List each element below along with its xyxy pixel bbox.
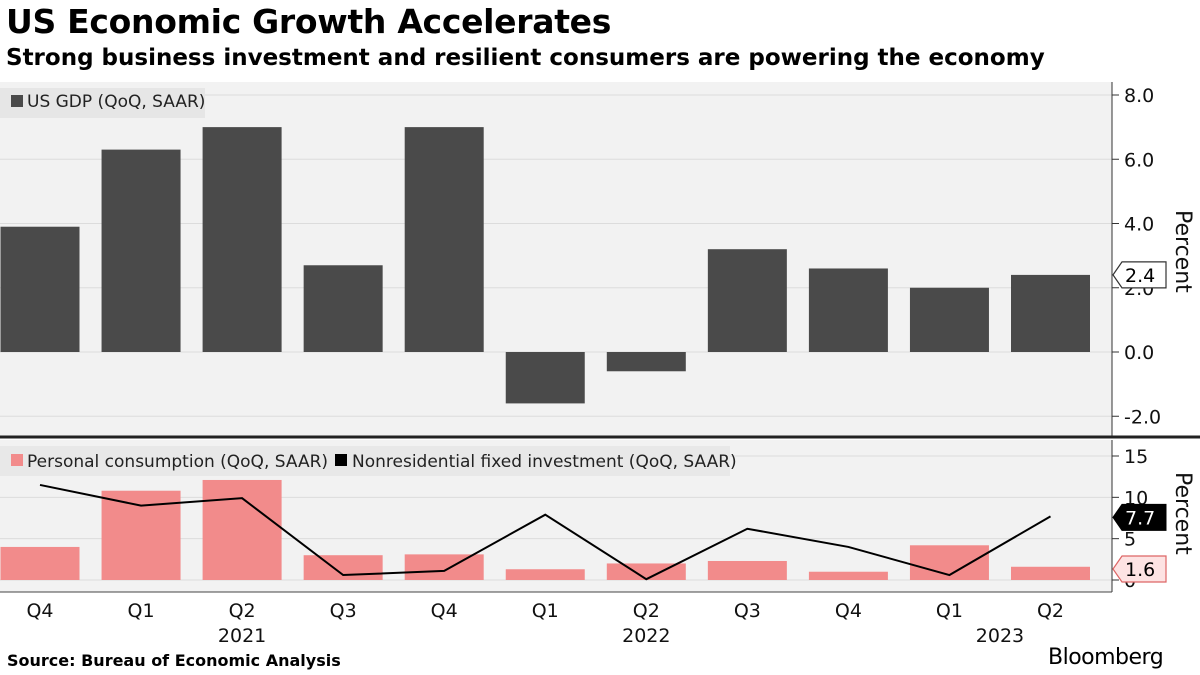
gdp-bar [909, 287, 989, 352]
top-ytick-label: -2.0 [1124, 406, 1161, 428]
bottom-ytick-label: 5 [1124, 529, 1136, 551]
gdp-bar [606, 352, 686, 372]
x-quarter-label: Q4 [26, 600, 53, 622]
top-ytick-label: 8.0 [1124, 85, 1154, 107]
consumption-bar [0, 546, 80, 580]
investment-legend-swatch [335, 454, 347, 466]
top-ytick-label: 4.0 [1124, 214, 1154, 236]
consumption-bar [303, 555, 383, 580]
x-quarter-label: Q2 [1037, 600, 1064, 622]
consumption-bar [505, 569, 585, 580]
consumption-bar [1011, 566, 1090, 580]
chart-subtitle: Strong business investment and resilient… [6, 45, 1045, 71]
top-legend-box [0, 88, 205, 118]
consumption-legend-label: Personal consumption (QoQ, SAAR) [27, 452, 328, 472]
x-quarter-label: Q2 [229, 600, 256, 622]
x-quarter-label: Q1 [532, 600, 559, 622]
gdp-legend-label: US GDP (QoQ, SAAR) [27, 92, 205, 112]
x-year-label: 2023 [976, 625, 1024, 647]
gdp-bar [505, 352, 585, 404]
consumption-last-value-callout [1112, 555, 1167, 583]
investment-last-value-label: 7.7 [1125, 507, 1155, 529]
gdp-last-value-callout [1112, 261, 1167, 289]
x-quarter-label: Q3 [330, 600, 357, 622]
x-quarter-label: Q1 [128, 600, 155, 622]
x-quarter-label: Q4 [431, 600, 458, 622]
top-ytick-label: 0.0 [1124, 342, 1154, 364]
consumption-last-value-label: 1.6 [1125, 559, 1155, 581]
gdp-last-value-label: 2.4 [1125, 265, 1155, 287]
investment-last-value-callout [1112, 503, 1167, 531]
bottom-ytick-label: 15 [1124, 446, 1148, 468]
investment-legend-label: Nonresidential fixed investment (QoQ, SA… [352, 452, 737, 472]
x-year-label: 2022 [622, 625, 670, 647]
consumption-legend-swatch [11, 454, 23, 466]
top-ylabel: Percent [1170, 210, 1195, 293]
top-ytick-label: 6.0 [1124, 149, 1154, 171]
gdp-bar [101, 149, 181, 352]
gdp-bar [303, 265, 383, 352]
x-quarter-label: Q3 [734, 600, 761, 622]
consumption-bar [404, 554, 484, 580]
bottom-ylabel: Percent [1170, 472, 1195, 555]
brand-logo: Bloomberg [1048, 645, 1164, 670]
gdp-bar [0, 226, 80, 352]
gdp-bar [404, 127, 484, 352]
bottom-ytick-label: 10 [1124, 487, 1148, 509]
gdp-bar [808, 268, 888, 352]
consumption-bar [707, 560, 787, 580]
x-year-label: 2021 [218, 625, 266, 647]
gdp-bar [1011, 274, 1090, 352]
investment-line [39, 483, 1052, 581]
chart-title: US Economic Growth Accelerates [6, 2, 612, 41]
bottom-legend-box [0, 446, 730, 476]
x-quarter-label: Q2 [633, 600, 660, 622]
x-quarter-label: Q1 [936, 600, 963, 622]
source-note: Source: Bureau of Economic Analysis [7, 651, 341, 670]
gdp-bar [707, 249, 787, 352]
gdp-legend-swatch [11, 95, 23, 107]
x-quarter-label: Q4 [835, 600, 862, 622]
consumption-bar [808, 571, 888, 580]
consumption-bar [202, 479, 282, 580]
gdp-bar [202, 127, 282, 352]
